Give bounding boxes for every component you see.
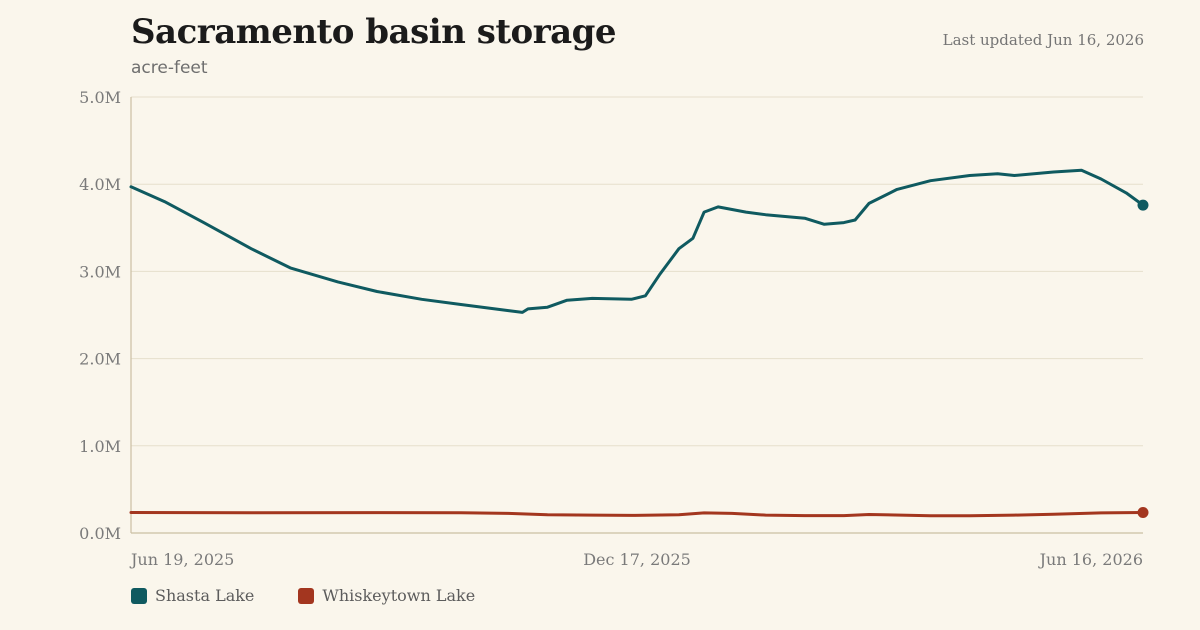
y-tick-label: 5.0M bbox=[79, 88, 121, 107]
y-tick-label: 3.0M bbox=[79, 262, 121, 281]
legend-item-whiskeytown: Whiskeytown Lake bbox=[298, 586, 475, 605]
chart-subtitle: acre-feet bbox=[131, 58, 208, 78]
legend-item-shasta: Shasta Lake bbox=[131, 586, 254, 605]
x-tick-label: Jun 16, 2026 bbox=[1038, 550, 1143, 569]
last-updated: Last updated Jun 16, 2026 bbox=[942, 31, 1144, 49]
legend-label-whiskeytown: Whiskeytown Lake bbox=[322, 586, 476, 605]
x-tick-label: Dec 17, 2025 bbox=[583, 550, 691, 569]
series-line-whiskeytown bbox=[129, 511, 1145, 518]
chart-title: Sacramento basin storage bbox=[131, 12, 617, 52]
x-tick-label: Jun 19, 2025 bbox=[129, 550, 234, 569]
legend: Shasta Lake Whiskeytown Lake bbox=[131, 586, 475, 605]
y-tick-label: 4.0M bbox=[79, 175, 121, 194]
y-tick-label: 2.0M bbox=[79, 350, 121, 369]
y-tick-label: 0.0M bbox=[79, 524, 121, 543]
y-tick-label: 1.0M bbox=[79, 437, 121, 456]
legend-swatch-shasta bbox=[131, 587, 147, 604]
series-line-shasta bbox=[129, 168, 1145, 314]
legend-label-shasta: Shasta Lake bbox=[155, 586, 255, 605]
series-end-point-whiskeytown bbox=[1137, 507, 1149, 519]
legend-swatch-whiskeytown bbox=[298, 587, 315, 604]
series-end-point-shasta bbox=[1137, 199, 1149, 211]
